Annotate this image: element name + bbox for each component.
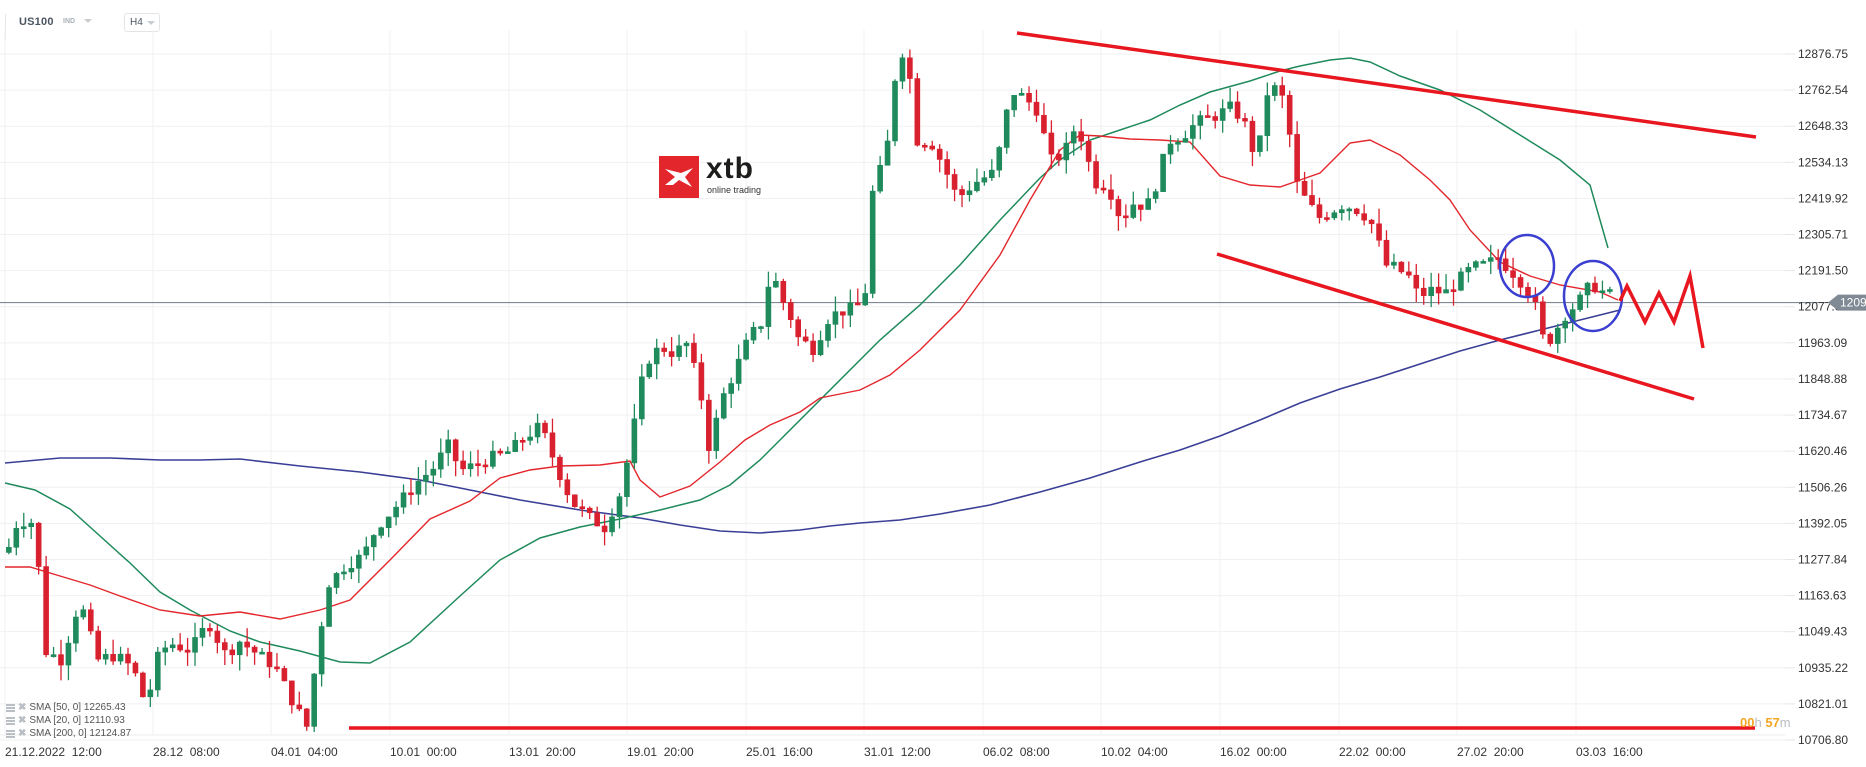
price-tick-label: 11506.26	[1798, 480, 1847, 494]
xtb-logo: xtb online trading	[659, 152, 771, 198]
chevron-down-icon	[147, 21, 155, 25]
legend-label: SMA [200, 0] 12124.87	[29, 728, 132, 739]
close-icon[interactable]: ✖	[18, 715, 27, 726]
drawing-annotations[interactable]	[349, 31, 1757, 730]
price-tick-label: 12534.13	[1798, 155, 1848, 169]
time-tick-label: 27.02 20:00	[1457, 745, 1524, 759]
price-tick-label: 11620.46	[1798, 444, 1847, 458]
price-tick-label: 10821.01	[1798, 697, 1848, 711]
price-tick-label: 12648.33	[1798, 119, 1848, 133]
countdown-h-unit: h	[1754, 715, 1762, 730]
highlight-circle-2[interactable]	[1562, 259, 1624, 333]
time-axis[interactable]: 21.12.2022 12:00 28.12 08:00 04.01 04:00 10…	[5, 745, 1643, 759]
symbol-name[interactable]: US100	[19, 16, 54, 28]
settings-lines-icon[interactable]	[6, 703, 15, 712]
sma-20-line	[5, 134, 1619, 620]
price-tick-label: 10706.80	[1798, 733, 1848, 747]
chart-grid	[0, 30, 1828, 741]
price-tick-label: 12305.71	[1798, 228, 1848, 242]
toolbar-divider	[5, 14, 6, 40]
current-price-tag: 12090.45	[1840, 296, 1866, 310]
time-tick-label: 28.12 08:00	[153, 745, 220, 759]
time-tick-label: 16.02 00:00	[1220, 745, 1287, 759]
sma-200-line	[4, 309, 1621, 534]
highlight-circle-1[interactable]	[1498, 233, 1556, 299]
legend-label: SMA [20, 0] 12110.93	[29, 715, 125, 726]
upper-trendline[interactable]	[1016, 31, 1757, 139]
legend-item-sma200[interactable]: ✖ SMA [200, 0] 12124.87	[6, 727, 131, 740]
time-tick-label: 21.12.2022 12:00	[5, 745, 102, 759]
time-tick-label: 31.01 12:00	[864, 745, 931, 759]
price-tick-label: 11963.09	[1798, 336, 1847, 350]
price-tick-label: 12876.75	[1798, 47, 1848, 61]
candle-countdown: 00h 57m	[1740, 715, 1791, 730]
price-tick-label: 11392.05	[1798, 516, 1847, 530]
legend-item-sma50[interactable]: ✖ SMA [50, 0] 12265.43	[6, 701, 131, 714]
timeframe-select[interactable]: H4	[124, 13, 160, 32]
price-tick-label: 11277.84	[1798, 552, 1847, 566]
xtb-logo-wordmark: xtb	[706, 152, 754, 185]
xtb-logo-tagline: online trading	[707, 185, 762, 195]
symbol-type: IND	[63, 18, 76, 25]
time-tick-label: 22.02 00:00	[1339, 745, 1406, 759]
legend-item-sma20[interactable]: ✖ SMA [20, 0] 12110.93	[6, 714, 131, 727]
price-axis[interactable]: 12876.75 12762.54 12648.33 12534.13 12419.92…	[1785, 47, 1866, 747]
price-tick-label: 12419.92	[1798, 191, 1848, 205]
sma-50-line	[4, 57, 1609, 664]
price-tick-label: 11734.67	[1798, 408, 1847, 422]
symbol-dropdown-caret-icon[interactable]	[84, 19, 92, 23]
price-tick-label: 10935.22	[1798, 661, 1848, 675]
time-tick-label: 03.03 16:00	[1576, 745, 1643, 759]
timeframe-value: H4	[130, 17, 143, 28]
countdown-minutes: 57	[1765, 715, 1780, 730]
time-tick-label: 04.01 04:00	[271, 745, 338, 759]
candlestick-series	[6, 49, 1613, 733]
countdown-hours: 00	[1740, 715, 1755, 730]
close-icon[interactable]: ✖	[18, 702, 27, 713]
lower-trendline[interactable]	[1216, 252, 1695, 401]
time-tick-label: 25.01 16:00	[746, 745, 813, 759]
price-tick-label: 12762.54	[1798, 83, 1848, 97]
time-tick-label: 13.01 20:00	[509, 745, 576, 759]
close-icon[interactable]: ✖	[18, 728, 27, 739]
countdown-m-unit: m	[1779, 715, 1791, 730]
xtb-logo-mark-icon	[659, 156, 699, 198]
projection-zigzag[interactable]	[1618, 269, 1705, 349]
time-tick-label: 10.01 00:00	[390, 745, 457, 759]
legend-label: SMA [50, 0] 12265.43	[29, 702, 126, 713]
indicator-legend: ✖ SMA [50, 0] 12265.43 ✖ SMA [20, 0] 12110…	[6, 701, 131, 740]
time-tick-label: 19.01 20:00	[627, 745, 694, 759]
price-tick-label: 11163.63	[1798, 589, 1847, 603]
settings-lines-icon[interactable]	[6, 716, 15, 725]
settings-lines-icon[interactable]	[6, 729, 15, 738]
time-tick-label: 10.02 04:00	[1101, 745, 1168, 759]
price-tick-label: 11049.43	[1798, 625, 1847, 639]
chart-toolbar: US100 IND H4	[0, 0, 1866, 40]
price-tick-label: 12191.50	[1798, 264, 1848, 278]
time-tick-label: 06.02 08:00	[983, 745, 1050, 759]
price-tick-label: 11848.88	[1798, 372, 1847, 386]
